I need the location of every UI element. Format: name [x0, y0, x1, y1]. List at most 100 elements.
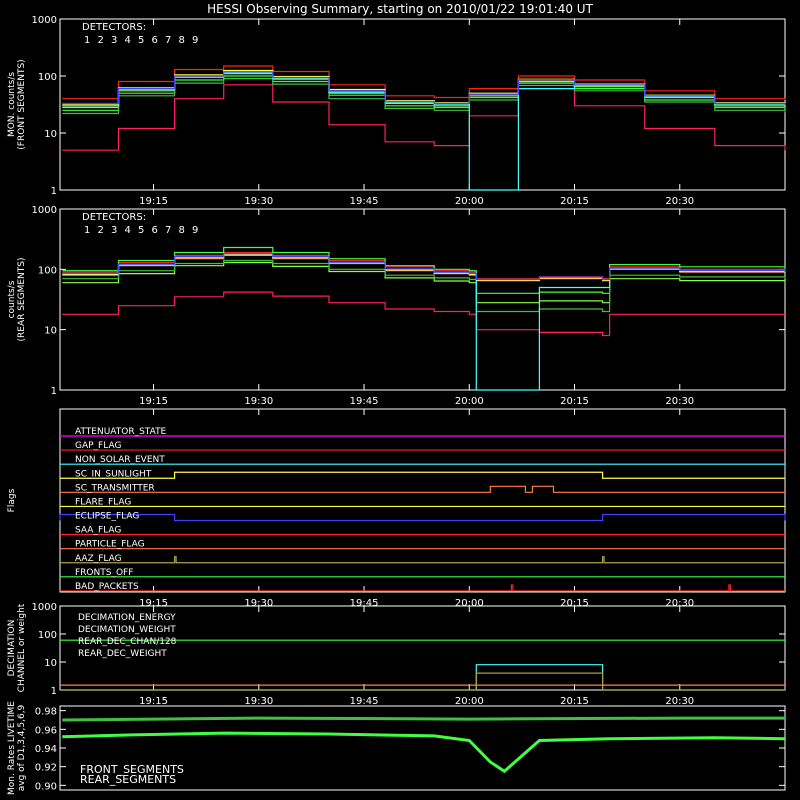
- y-tick-label: 100: [38, 265, 57, 276]
- y-tick-label: 1000: [32, 15, 57, 26]
- flag-line-sc_in_sunlight: [60, 471, 785, 479]
- y-axis-label: (REAR SEGMENTS): [17, 257, 27, 341]
- y-axis-label: Flags: [7, 488, 17, 512]
- x-tick-label: 19:45: [350, 598, 379, 609]
- flag-label-eclipse_flag: ECLIPSE_FLAG: [75, 512, 139, 522]
- flag-line-aaz_flag: [60, 556, 785, 564]
- flag-label-bad_packets: BAD_PACKETS: [75, 582, 139, 592]
- legend-entry-3: 3: [111, 35, 117, 46]
- y-axis-label: MON. counts/s: [7, 72, 17, 137]
- x-tick-label: 19:45: [350, 396, 379, 407]
- x-tick-label: 20:00: [455, 196, 484, 207]
- legend-entry-6: 6: [152, 35, 158, 46]
- x-tick-label: 20:30: [665, 396, 694, 407]
- y-tick-label: 1: [51, 686, 57, 697]
- legend-entry-5: 5: [138, 35, 144, 46]
- y-axis-label: avg of D1,3,4,5,6,9: [17, 704, 27, 791]
- x-tick-label: 19:15: [139, 598, 168, 609]
- y-tick-label: 1000: [32, 205, 57, 216]
- panel-frame: [59, 208, 786, 391]
- legend-entry-5: 5: [138, 225, 144, 236]
- chart-title: HESSI Observing Summary, starting on 201…: [207, 2, 593, 16]
- legend-entry-9: 9: [192, 35, 198, 46]
- flag-line-eclipse_flag: [59, 513, 786, 522]
- x-tick-label: 19:45: [350, 696, 379, 707]
- x-tick-label: 19:30: [244, 396, 273, 407]
- legend-entry-8: 8: [179, 225, 185, 236]
- y-axis-label: Mon. Rates LIVETIME: [7, 701, 17, 795]
- x-tick-label: 19:15: [139, 196, 168, 207]
- legend-entry-rear-dec-chan-128: REAR_DEC_CHAN/128: [78, 637, 177, 647]
- series-rear-dec-weight: [60, 672, 785, 691]
- y-tick-label: 0.92: [35, 763, 57, 774]
- x-tick-label: 20:15: [560, 396, 589, 407]
- flag-line-bad_packets: [60, 584, 785, 592]
- y-tick-label: 100: [38, 630, 57, 641]
- x-tick-label: 20:15: [560, 696, 589, 707]
- x-tick-label: 19:30: [244, 696, 273, 707]
- series-rear-dec-chan-128: [60, 664, 785, 691]
- legend-entry-2: 2: [98, 225, 104, 236]
- x-tick-label: 19:45: [350, 196, 379, 207]
- y-axis-label: CHANNEL or weight: [17, 603, 27, 692]
- flag-label-aaz_flag: AAZ_FLAG: [75, 554, 122, 564]
- legend-title: DETECTORS:: [82, 212, 146, 223]
- x-tick-label: 20:15: [560, 196, 589, 207]
- x-tick-label: 20:00: [455, 696, 484, 707]
- panel-flags: 19:15 19:30 19:45 20:00 20:15 20:30 Flags ATTEN…: [7, 408, 786, 609]
- legend-entry-7: 7: [165, 225, 171, 236]
- legend-entry-8: 8: [179, 35, 185, 46]
- flag-label-fronts_off: FRONTS_OFF: [75, 568, 133, 578]
- series-det7: [62, 78, 786, 115]
- legend-entry-7: 7: [165, 35, 171, 46]
- panel-rear: 19:15 19:30 19:45 20:00 20:15 20:30 counts/s (R…: [7, 205, 786, 407]
- y-tick-label: 1: [51, 186, 57, 197]
- flag-label-flare_flag: FLARE_FLAG: [75, 497, 131, 507]
- x-tick-label: 20:00: [455, 396, 484, 407]
- flag-line-sc_transmitter: [60, 485, 785, 493]
- flag-label-particle_flag: PARTICLE_FLAG: [75, 540, 145, 550]
- series-det4: [62, 254, 786, 281]
- y-tick-label: 0.94: [35, 744, 57, 755]
- y-axis-label: (FRONT SEGMENTS): [17, 59, 27, 149]
- x-tick-label: 19:30: [244, 598, 273, 609]
- panel-livetime: Mon. Rates LIVETIME avg of D1,3,4,5,6,9 0.…: [7, 701, 786, 795]
- legend-entry-4: 4: [125, 225, 131, 236]
- series-det8: [62, 253, 786, 391]
- x-tick-label: 20:30: [665, 196, 694, 207]
- y-tick-label: 10: [44, 326, 57, 337]
- series-det9: [62, 253, 786, 280]
- y-tick-label: 1000: [32, 602, 57, 613]
- x-tick-label: 20:30: [665, 598, 694, 609]
- y-axis-label: counts/s: [7, 280, 17, 318]
- legend-entry-front-segments: FRONT_SEGMENTS: [80, 763, 184, 776]
- series-det2: [62, 84, 786, 151]
- flag-label-sc_in_sunlight: SC_IN_SUNLIGHT: [75, 469, 152, 479]
- y-axis-label: DECIMATION: [7, 620, 17, 677]
- x-tick-label: 20:30: [665, 696, 694, 707]
- flag-label-non_solar_event: NON_SOLAR_EVENT: [75, 455, 165, 465]
- panel-decimation: 19:15 19:30 19:45 20:00 20:15 20:30 DECIMATION…: [7, 602, 786, 707]
- flag-label-gap_flag: GAP_FLAG: [75, 441, 121, 451]
- legend-entry-decimation-weight: DECIMATION_WEIGHT: [78, 625, 176, 635]
- x-tick-label: 20:00: [455, 598, 484, 609]
- legend-entry-9: 9: [192, 225, 198, 236]
- x-tick-label: 20:15: [560, 598, 589, 609]
- x-tick-label: 19:15: [139, 696, 168, 707]
- legend-entry-3: 3: [111, 225, 117, 236]
- flag-label-saa_flag: SAA_FLAG: [75, 526, 121, 536]
- x-tick-label: 19:30: [244, 196, 273, 207]
- series-det2: [62, 291, 785, 337]
- series-det8: [62, 71, 786, 191]
- y-tick-label: 10: [44, 658, 57, 669]
- series-front-segments: [62, 731, 786, 774]
- y-tick-label: 10: [44, 129, 57, 140]
- panel-frame: [59, 408, 786, 593]
- legend-entry-2: 2: [98, 35, 104, 46]
- series-det9: [62, 71, 786, 105]
- y-tick-label: 0.96: [35, 725, 57, 736]
- legend-entry-1: 1: [84, 225, 90, 236]
- series-rear-segments: [62, 716, 785, 722]
- legend-entry-6: 6: [152, 225, 158, 236]
